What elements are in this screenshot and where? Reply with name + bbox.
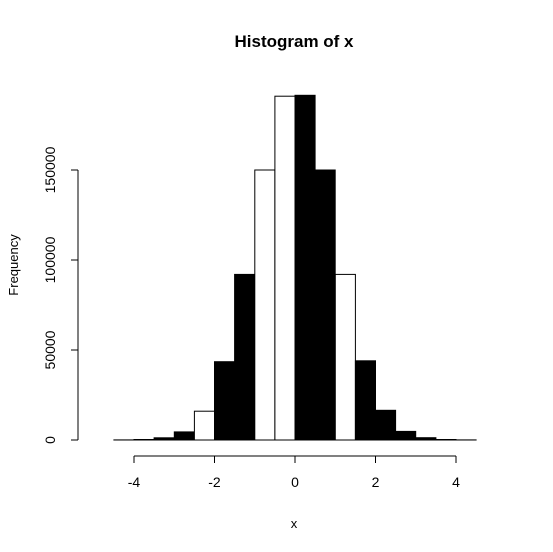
histogram-bar-13 — [354, 360, 376, 441]
histogram-bar-9 — [274, 95, 296, 441]
histogram-bars — [113, 94, 477, 441]
y-axis-ticks: 0 50000 100000 150000 — [42, 146, 78, 444]
histogram-bar-7 — [234, 273, 256, 441]
histogram-bar-17 — [435, 439, 457, 441]
y-tick-label: 0 — [42, 436, 58, 444]
histogram-bar-16 — [415, 437, 437, 441]
chart-title: Histogram of x — [234, 32, 354, 51]
y-tick-label: 100000 — [42, 236, 58, 283]
histogram-bar-12 — [334, 273, 356, 441]
histogram-bar-4 — [173, 431, 195, 441]
histogram-bar-15 — [395, 430, 417, 441]
x-tick-label: 0 — [291, 474, 299, 490]
y-tick-label: 50000 — [42, 330, 58, 369]
x-tick-label: -4 — [128, 474, 141, 490]
x-tick-label: 2 — [372, 474, 380, 490]
histogram-bar-2 — [133, 439, 155, 441]
histogram-bar-11 — [314, 169, 336, 441]
histogram-bar-5 — [193, 410, 215, 441]
x-axis-ticks: -4 -2 0 2 4 — [128, 456, 460, 490]
histogram-bar-6 — [214, 361, 236, 441]
x-tick-label: 4 — [452, 474, 460, 490]
histogram-bar-14 — [375, 409, 397, 441]
y-axis-label: Frequency — [6, 234, 21, 296]
histogram-bar-10 — [294, 94, 316, 441]
x-axis-label: x — [291, 516, 298, 531]
x-tick-label: -2 — [208, 474, 221, 490]
histogram-bar-8 — [254, 169, 276, 441]
histogram-bar-3 — [153, 437, 175, 441]
y-tick-label: 150000 — [42, 146, 58, 193]
